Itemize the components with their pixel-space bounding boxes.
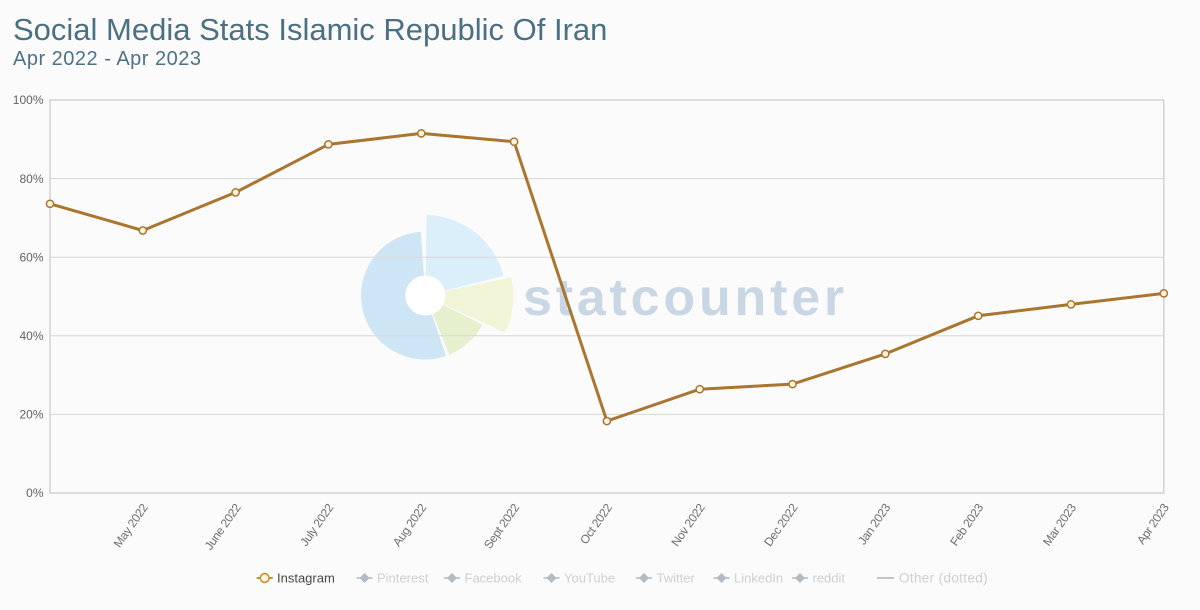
svg-text:60%: 60%: [19, 250, 43, 264]
svg-text:40%: 40%: [19, 329, 43, 343]
svg-text:YouTube: YouTube: [564, 571, 615, 586]
svg-text:Nov 2022: Nov 2022: [668, 501, 708, 549]
svg-text:Apr 2023: Apr 2023: [1134, 501, 1172, 547]
svg-text:Mar 2023: Mar 2023: [1040, 501, 1079, 549]
svg-text:Sept 2022: Sept 2022: [481, 501, 522, 552]
svg-text:80%: 80%: [19, 172, 43, 186]
svg-text:July 2022: July 2022: [297, 501, 337, 549]
svg-text:June 2022: June 2022: [202, 501, 244, 553]
svg-text:Dec 2022: Dec 2022: [761, 501, 801, 549]
svg-text:0%: 0%: [26, 486, 44, 500]
svg-text:LinkedIn: LinkedIn: [734, 571, 783, 586]
svg-text:Other (dotted): Other (dotted): [899, 571, 988, 586]
svg-text:May 2022: May 2022: [111, 501, 151, 550]
svg-text:Twitter: Twitter: [657, 571, 696, 586]
svg-text:Feb 2023: Feb 2023: [947, 501, 986, 549]
svg-text:Aug 2022: Aug 2022: [390, 501, 430, 549]
svg-text:100%: 100%: [13, 93, 44, 107]
svg-text:reddit: reddit: [813, 571, 846, 586]
svg-text:Instagram: Instagram: [277, 571, 335, 586]
svg-text:20%: 20%: [19, 408, 43, 422]
svg-text:Pinterest: Pinterest: [377, 571, 429, 586]
svg-text:Oct 2022: Oct 2022: [577, 501, 615, 547]
svg-text:Jan 2023: Jan 2023: [855, 501, 894, 548]
svg-text:statcounter: statcounter: [523, 269, 848, 327]
svg-text:Facebook: Facebook: [465, 571, 523, 586]
